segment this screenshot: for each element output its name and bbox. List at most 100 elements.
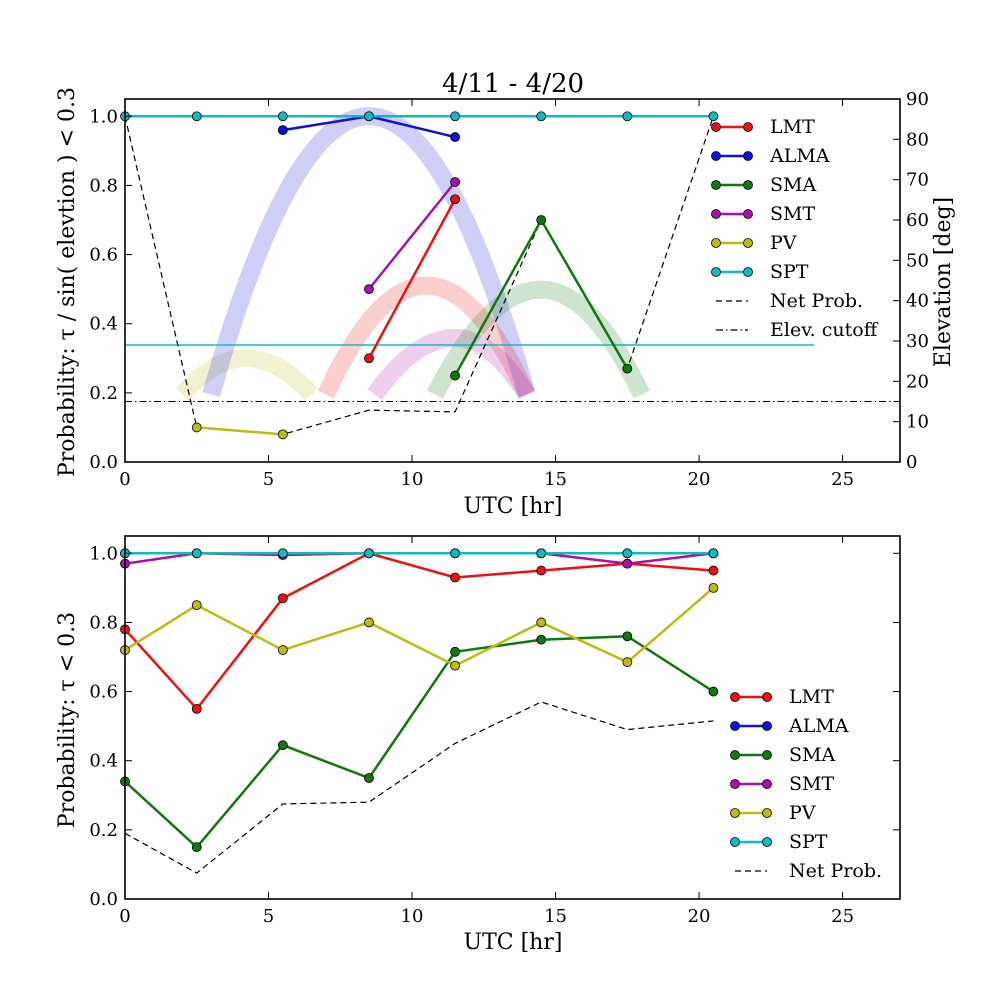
bottom-x-tick-label: 20: [688, 906, 711, 927]
top-legend-marker: [711, 180, 721, 190]
bottom-x-tick-label: 15: [544, 906, 567, 927]
top-plot-area: 0 5 10 15 20 25 0.0 0.2 0.4 0.6 0.8 1.0 0 10 20 30 40 50 6…: [89, 89, 929, 490]
bottom-y-tick-label: 0.6: [89, 682, 118, 703]
bottom-legend-label: SMA: [789, 744, 835, 766]
data-point-sma: [708, 686, 719, 697]
top-y-tick-label: 0.8: [89, 175, 118, 196]
data-point-lmt: [277, 593, 288, 604]
bottom-legend-marker: [762, 750, 772, 760]
series-line-sma: [124, 634, 715, 849]
bottom-legend-marker: [730, 779, 740, 789]
top-x-tick-label: 15: [544, 469, 567, 490]
bottom-x-tick-label: 25: [831, 906, 854, 927]
data-point-lmt: [450, 194, 460, 205]
bottom-plot-area: 0 5 10 15 20 25 0.0 0.2 0.4 0.6 0.8 1.0 LMT ALMA SMA SM…: [89, 535, 901, 927]
data-point-pv: [364, 617, 374, 628]
bottom-legend-marker: [730, 721, 740, 731]
data-point-spt: [277, 111, 288, 122]
bottom-legend-label: PV: [789, 802, 816, 824]
data-point-pv: [708, 582, 719, 593]
top-x-label: UTC [hr]: [464, 494, 563, 519]
bottom-x-tick-label: 5: [263, 906, 274, 927]
top-legend-marker: [743, 267, 753, 277]
top-legend-marker: [743, 151, 753, 161]
top-legend-label: PV: [770, 232, 797, 254]
data-point-sma: [622, 363, 633, 374]
top-legend-marker: [743, 122, 753, 132]
top-x-tick-label: 10: [401, 469, 424, 490]
bottom-legend-marker: [762, 721, 772, 731]
top-legend-marker: [711, 209, 721, 219]
bottom-y-tick-label: 0.4: [89, 751, 118, 772]
bottom-legend-label: ALMA: [788, 715, 849, 737]
top-y2-tick-label: 90: [906, 89, 929, 110]
net-prob-line: [124, 701, 714, 874]
data-point-lmt: [364, 353, 374, 364]
top-legend-label: SPT: [770, 261, 809, 283]
data-point-spt: [622, 548, 633, 559]
data-point-spt: [450, 111, 460, 122]
bottom-y-tick-label: 1.0: [89, 543, 118, 564]
bottom-legend-label: SMT: [789, 773, 834, 795]
data-point-pv: [277, 429, 288, 440]
data-point-smt: [450, 177, 460, 187]
data-point-spt: [708, 111, 719, 122]
data-point-spt: [364, 111, 374, 122]
top-legend-marker: [711, 267, 721, 277]
top-legend-label: Elev. cutoff: [770, 319, 879, 341]
data-point-pv: [191, 422, 202, 433]
top-y-tick-label: 1.0: [89, 106, 118, 127]
bottom-y-tick-label: 0.0: [89, 889, 118, 910]
data-point-sma: [191, 842, 202, 853]
bottom-legend-label: SPT: [789, 831, 828, 853]
top-x-tick-label: 20: [688, 469, 711, 490]
top-x-tick-label: 25: [831, 469, 854, 490]
bottom-frame: [124, 535, 901, 900]
top-legend-label: SMT: [770, 203, 815, 225]
bottom-legend-marker: [762, 837, 772, 847]
top-legend-marker: [711, 238, 721, 248]
top-legend-label: ALMA: [769, 145, 830, 167]
data-point-smt: [622, 558, 633, 569]
data-point-pv: [277, 645, 288, 655]
top-y-label: Probability: τ / sin( elevtion ) < 0.3: [55, 87, 80, 477]
top-title: 4/11 - 4/20: [442, 69, 584, 99]
data-point-lmt: [191, 703, 202, 714]
data-point-smt: [364, 284, 374, 295]
bottom-legend-marker: [762, 808, 772, 818]
top-legend-marker: [743, 238, 753, 248]
data-point-spt: [364, 548, 374, 559]
data-point-alma: [450, 132, 460, 142]
series-line-lmt: [367, 198, 457, 359]
bottom-legend-marker: [730, 750, 740, 760]
elevation-track-pv: [175, 349, 319, 402]
series-line-pv: [196, 426, 283, 436]
top-y2-tick-label: 40: [906, 291, 929, 312]
bottom-x-label: UTC [hr]: [464, 930, 563, 955]
top-legend-label: LMT: [770, 116, 815, 138]
top-y-tick-label: 0.6: [89, 245, 118, 266]
top-y2-tick-label: 50: [906, 250, 929, 271]
top-legend-marker: [743, 180, 753, 190]
top-y2-tick-label: 10: [906, 412, 929, 433]
top-legend-label: SMA: [770, 174, 816, 196]
data-point-spt: [191, 548, 202, 559]
top-y-tick-label: 0.2: [89, 383, 118, 404]
series-line-lmt: [124, 551, 714, 711]
data-point-sma: [450, 370, 460, 381]
data-point-spt: [536, 548, 547, 559]
top-x-tick-label: 5: [263, 469, 274, 490]
data-point-sma: [277, 740, 288, 751]
elevation-track-lmt: [317, 276, 536, 399]
bottom-x-tick-label: 10: [401, 906, 424, 927]
series-line-smt: [368, 181, 457, 290]
bottom-legend-marker: [762, 779, 772, 789]
top-legend-label: Net Prob.: [770, 290, 863, 312]
data-point-spt: [191, 111, 202, 122]
bottom-y-label: Probability: τ < 0.3: [55, 612, 80, 828]
data-point-sma: [622, 631, 633, 642]
top-y2-label: Elevation [deg]: [931, 197, 956, 367]
data-point-sma: [450, 646, 460, 657]
top-x-tick-label: 0: [119, 469, 130, 490]
